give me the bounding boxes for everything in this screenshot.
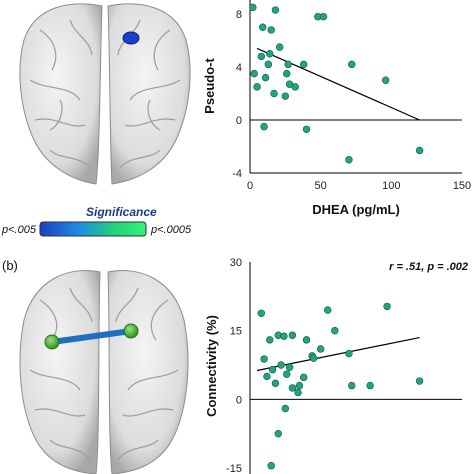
data-point — [348, 381, 356, 390]
data-point — [280, 332, 288, 340]
data-point — [249, 3, 257, 12]
data-point — [274, 429, 282, 438]
data-point — [271, 379, 280, 388]
right-node — [123, 323, 139, 339]
data-point — [415, 377, 424, 385]
data-point — [331, 326, 339, 335]
scatter-chart-b: Connectivity (%) r = .51, p = .002 -15 0 1… — [204, 257, 468, 474]
chart-a-xlabel: DHEA (pg/mL) — [312, 202, 400, 217]
data-point — [345, 349, 353, 358]
data-point — [288, 384, 297, 392]
scale-colorbar — [39, 221, 147, 237]
data-point — [260, 355, 268, 363]
data-point — [345, 156, 353, 164]
chart-a-ticks: -4 0 4 8 0 50 100 150 — [232, 9, 471, 192]
chart-b-points — [257, 302, 424, 470]
data-point — [253, 83, 261, 91]
x-tick-label: 100 — [382, 180, 400, 192]
data-point — [260, 122, 268, 131]
data-point — [283, 370, 291, 378]
panel-b-label: (b) — [2, 258, 18, 273]
chart-b-ticks: -15 0 15 30 — [226, 257, 242, 474]
data-point — [281, 404, 290, 413]
data-point — [257, 309, 266, 317]
x-tick-label: 0 — [247, 180, 253, 192]
chart-a-ylabel: Pseudo-t — [202, 58, 217, 114]
y-tick-label: 0 — [236, 115, 242, 127]
brain-top-view-b — [19, 270, 189, 474]
data-point — [277, 361, 285, 369]
y-tick-label: 0 — [236, 394, 242, 406]
data-point — [294, 388, 302, 397]
right-hemisphere-a — [107, 3, 191, 185]
data-point — [261, 73, 270, 82]
brain-top-view-a — [19, 3, 191, 185]
data-point — [348, 60, 356, 69]
y-tick-label: -4 — [232, 168, 242, 180]
data-point — [285, 363, 294, 371]
data-point — [383, 302, 391, 311]
scatter-chart-a: Pseudo-t DHEA (pg/mL) -4 0 4 8 0 50 100 150 — [202, 0, 471, 217]
data-point — [267, 462, 275, 470]
data-point — [300, 60, 308, 69]
data-point — [288, 331, 297, 339]
chart-a-points — [249, 3, 424, 164]
chart-b-ylabel: Connectivity (%) — [204, 315, 219, 417]
y-tick-label: 30 — [230, 257, 242, 269]
data-point — [415, 146, 424, 155]
scale-low-label: p<.005 — [1, 224, 37, 236]
data-point — [257, 52, 266, 61]
data-point — [295, 381, 304, 390]
right-hemisphere-b — [107, 270, 189, 474]
data-point — [250, 69, 258, 78]
data-point — [281, 92, 290, 100]
y-tick-label: 4 — [236, 62, 242, 74]
data-point — [263, 372, 271, 381]
left-hemisphere-a — [19, 3, 103, 185]
data-point — [266, 336, 274, 344]
y-tick-label: 15 — [230, 326, 242, 338]
data-point — [266, 50, 274, 58]
data-point — [259, 23, 267, 31]
data-point — [275, 43, 284, 51]
activation-blob — [122, 31, 140, 45]
data-point — [291, 83, 299, 91]
data-point — [319, 12, 328, 21]
x-tick-label: 150 — [453, 180, 471, 192]
data-point — [366, 381, 374, 390]
data-point — [381, 76, 390, 84]
y-tick-label: 8 — [236, 9, 242, 21]
data-point — [300, 373, 308, 382]
data-point — [270, 89, 278, 98]
data-point — [309, 354, 318, 362]
data-point — [271, 6, 280, 14]
data-point — [302, 125, 311, 133]
chart-a-trendline — [256, 47, 420, 121]
significance-scale: Significance p<.005 p<.0005 — [1, 205, 192, 237]
left-hemisphere-b — [19, 270, 101, 474]
connectivity-edge — [49, 328, 134, 345]
data-point — [264, 60, 273, 69]
y-tick-label: -15 — [226, 463, 242, 474]
chart-b-annotation: r = .51, p = .002 — [389, 261, 468, 273]
data-point — [302, 336, 311, 344]
data-point — [283, 69, 291, 78]
x-tick-label: 50 — [315, 180, 327, 192]
data-point — [268, 365, 277, 374]
left-node — [44, 334, 60, 350]
scale-high-label: p<.0005 — [150, 224, 192, 236]
data-point — [267, 26, 275, 34]
data-point — [316, 345, 325, 353]
scale-title: Significance — [86, 205, 157, 219]
data-point — [324, 306, 332, 314]
data-point — [284, 60, 292, 69]
sulci-a — [29, 19, 181, 169]
